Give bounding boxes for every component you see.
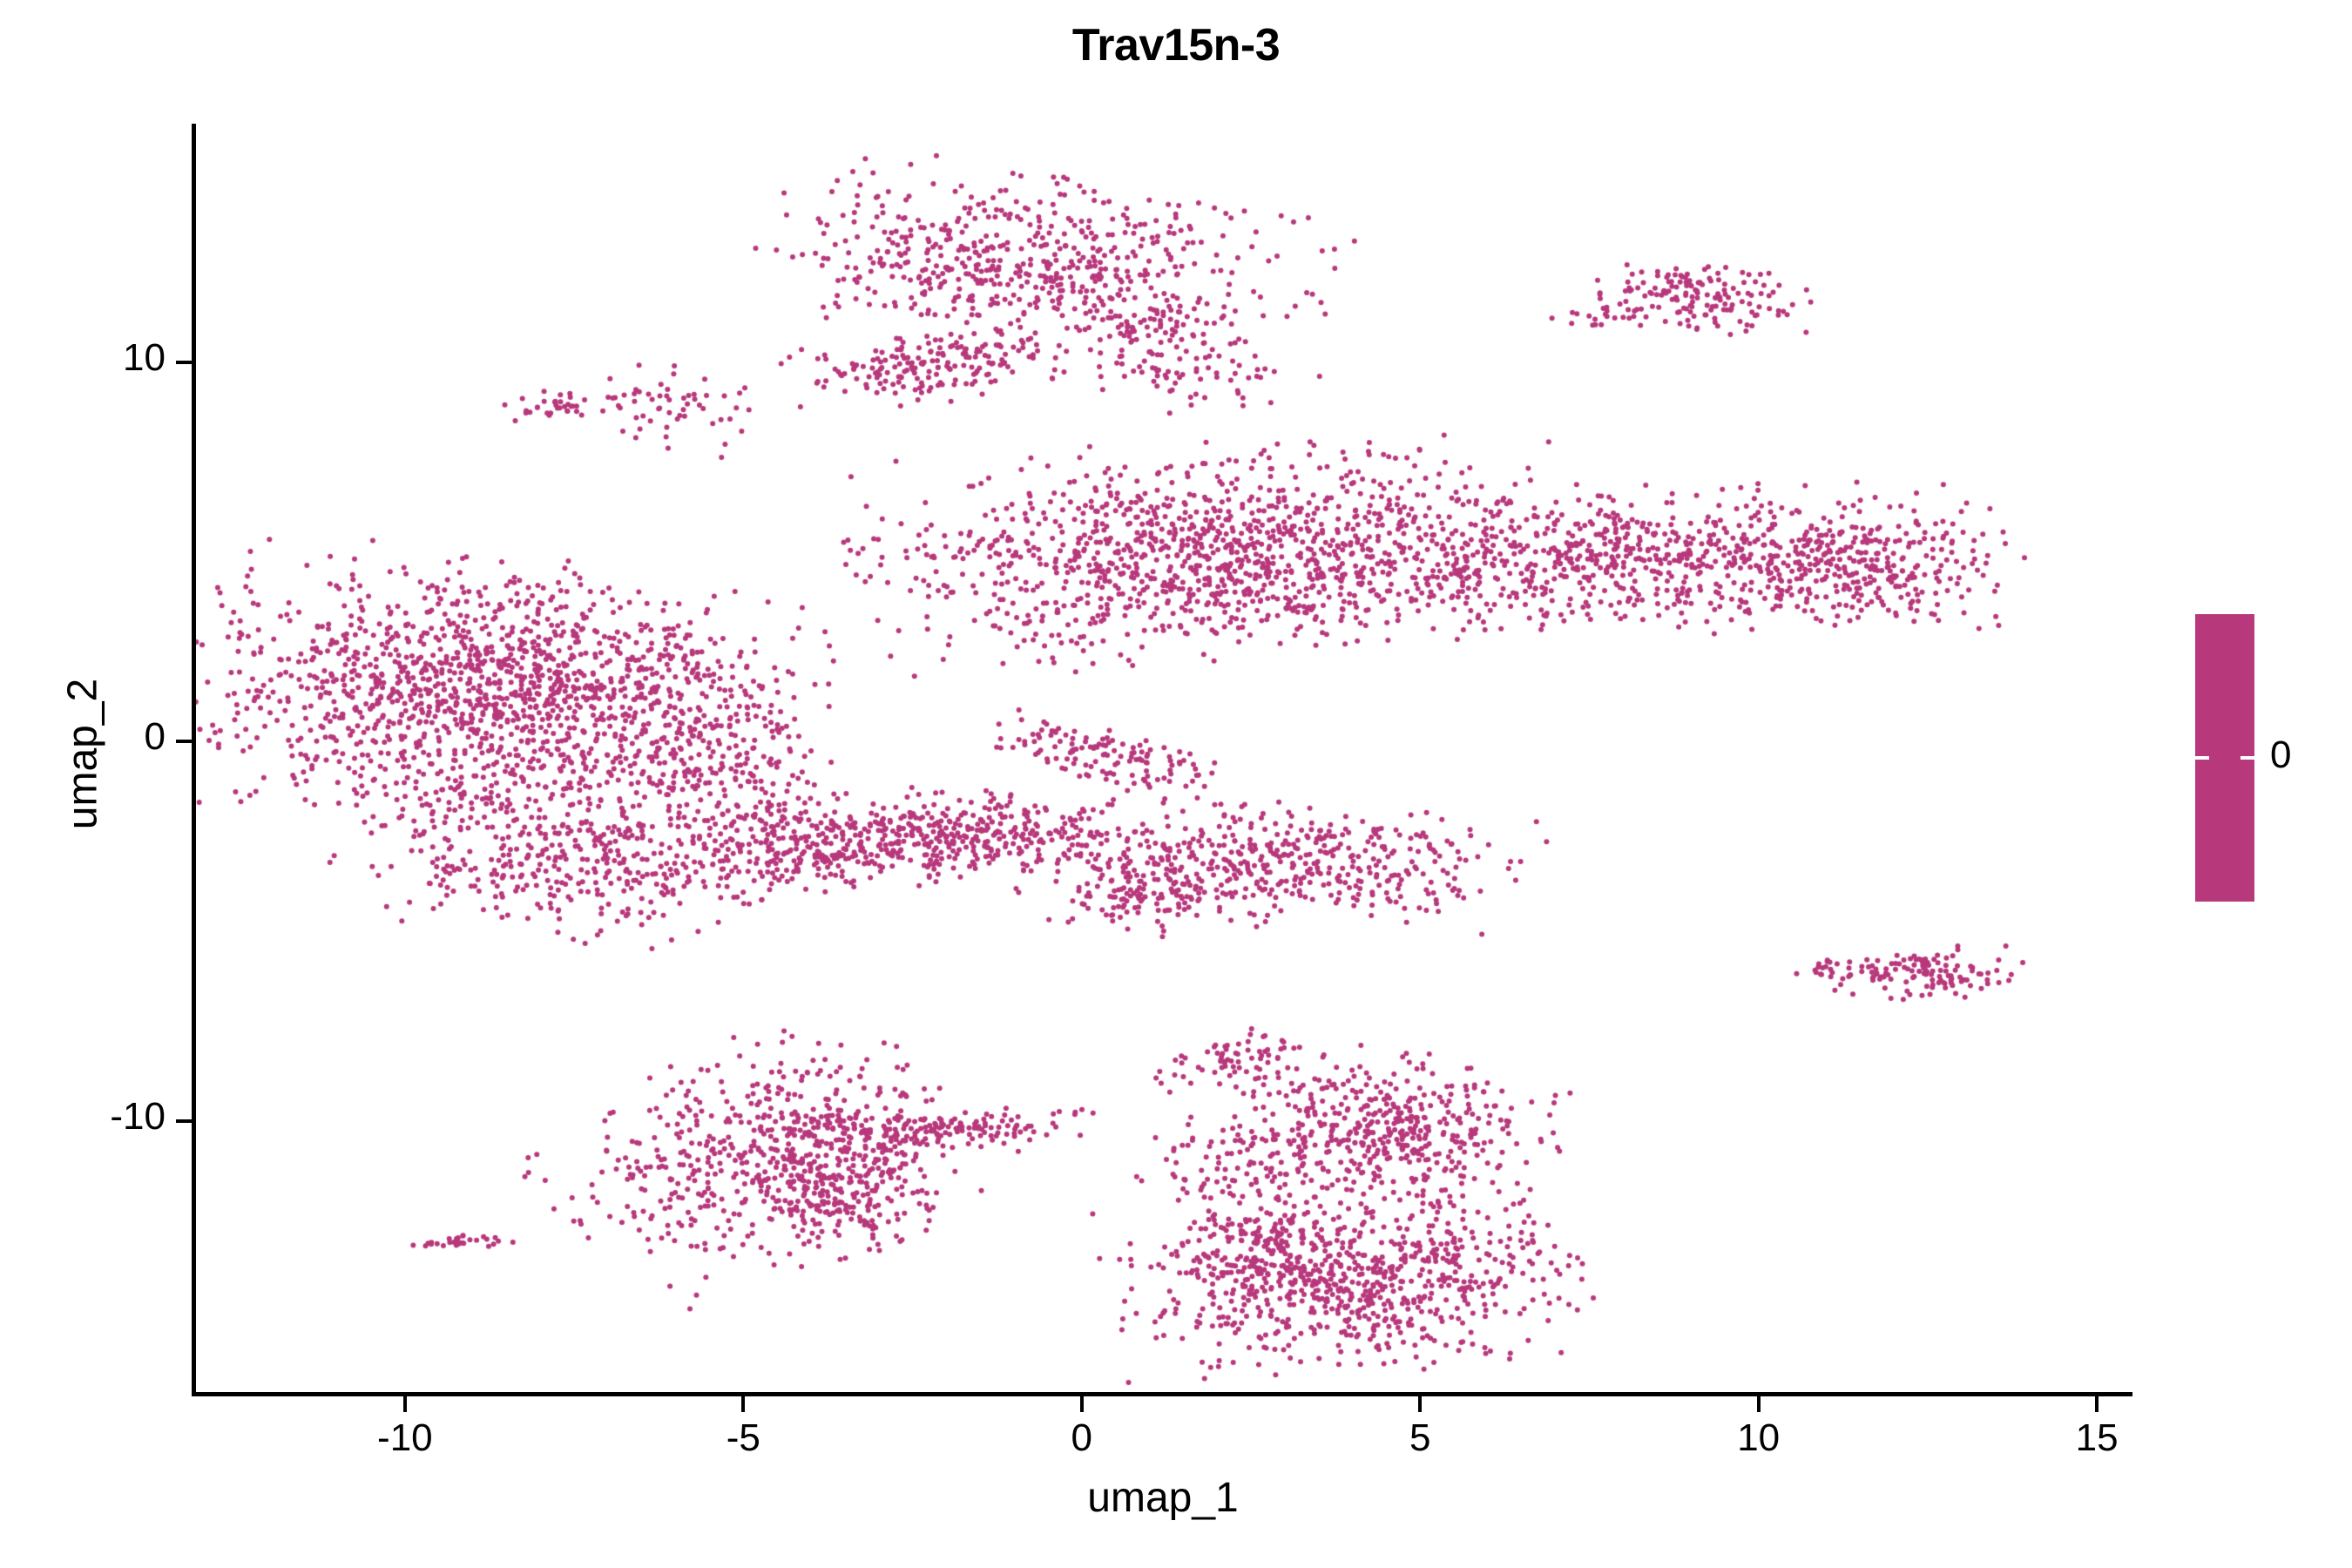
y-tick-label--10: -10	[110, 1094, 166, 1138]
y-axis-spine	[192, 124, 196, 1396]
x-tick-label-10: 10	[1737, 1416, 1781, 1459]
x-tick-label--5: -5	[726, 1416, 760, 1459]
y-tick--10	[176, 1119, 192, 1123]
x-tick-label-5: 5	[1409, 1416, 1431, 1459]
y-axis-label: umap_2	[59, 678, 106, 830]
x-tick-15	[2095, 1396, 2099, 1412]
colorbar-tick-right	[2240, 756, 2254, 760]
x-tick-label-15: 15	[2075, 1416, 2119, 1459]
colorbar-tick-left	[2195, 756, 2209, 760]
y-tick-label-10: 10	[123, 336, 166, 380]
colorbar-tick-label: 0	[2270, 733, 2292, 776]
y-tick-10	[176, 361, 192, 365]
x-axis-spine	[192, 1392, 2132, 1396]
y-tick-label-0: 0	[144, 715, 166, 759]
page-title: Trav15n-3	[1071, 20, 1281, 71]
x-tick--5	[741, 1396, 746, 1412]
x-tick-0	[1079, 1396, 1084, 1412]
x-axis-label: umap_1	[1087, 1475, 1239, 1521]
x-tick-label--10: -10	[377, 1416, 433, 1459]
x-tick--10	[402, 1396, 407, 1412]
x-tick-label-0: 0	[1071, 1416, 1092, 1459]
plot-panel	[195, 124, 2131, 1394]
y-tick-0	[176, 740, 192, 744]
x-tick-5	[1418, 1396, 1423, 1412]
scatter-points-canvas	[195, 124, 2131, 1394]
x-tick-10	[1756, 1396, 1761, 1412]
